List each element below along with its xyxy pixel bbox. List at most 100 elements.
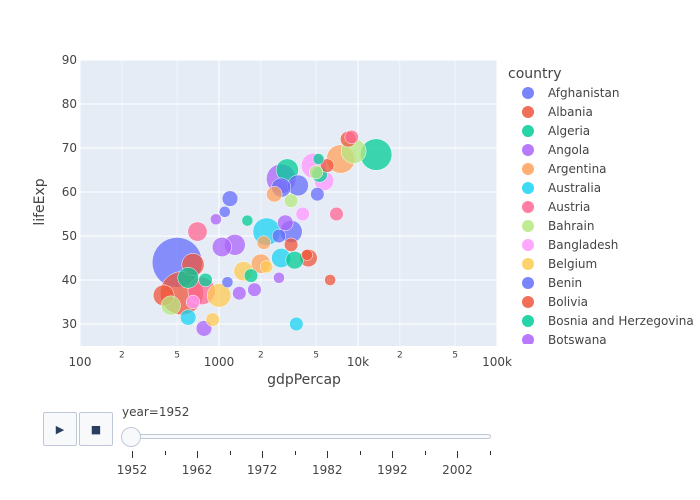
bubble [295, 206, 310, 222]
slider-major-tick [457, 451, 459, 458]
x-tick-label: 5 [174, 351, 180, 361]
legend-item-bangladesh: Bangladesh [548, 238, 618, 252]
slider-minor-tick [490, 451, 491, 455]
legend-item-albania: Albania [548, 105, 593, 119]
legend-item-bosnia-and-herzegovina: Bosnia and Herzegovina [548, 314, 694, 328]
slider-minor-tick [229, 451, 231, 455]
x-tick-label: 2 [258, 351, 264, 361]
slider-major-tick [262, 451, 264, 458]
y-tick-label: 70 [62, 141, 77, 155]
play-icon: ▶ [55, 422, 65, 436]
stop-icon: ■ [90, 422, 102, 436]
slider-tick-label: 1982 [311, 463, 343, 477]
x-tick-label: 10k [347, 355, 369, 369]
bubble [301, 249, 313, 261]
legend-marker-argentina [522, 163, 534, 175]
legend-item-angola: Angola [548, 143, 589, 157]
year-slider-handle[interactable] [121, 427, 141, 447]
y-tick-label: 50 [62, 229, 77, 243]
legend-marker-botswana [522, 334, 534, 344]
y-tick-label: 80 [62, 97, 77, 111]
slider-tick-label: 1962 [181, 463, 213, 477]
play-button[interactable]: ▶ [43, 412, 77, 446]
x-tick-label: 2 [397, 351, 403, 361]
legend-item-belgium: Belgium [548, 257, 597, 271]
slider-tick-label: 1992 [377, 463, 408, 477]
bubble [285, 251, 304, 270]
bubble [310, 187, 325, 202]
bubble [247, 282, 262, 297]
slider-current-value: year=1952 [122, 405, 190, 419]
x-tick-label: 5 [452, 351, 458, 361]
legend-item-afghanistan: Afghanistan [548, 86, 619, 100]
legend-marker-bolivia [522, 296, 534, 308]
slider-minor-tick [164, 451, 166, 455]
slider-minor-tick [294, 451, 296, 455]
bubble [312, 153, 325, 165]
bubble [210, 213, 222, 226]
bubble [260, 260, 274, 274]
legend-marker-angola [522, 144, 534, 156]
slider-minor-tick [359, 451, 361, 455]
y-axis-title: lifeExp [32, 178, 48, 225]
legend-item-australia: Australia [548, 181, 601, 195]
legend-title: country [508, 66, 562, 82]
bubble [289, 316, 304, 332]
legend-marker-bosnia-and-herzegovina [522, 315, 534, 327]
legend-marker-benin [522, 277, 534, 289]
year-slider-track[interactable] [122, 434, 491, 439]
y-tick-label: 30 [62, 317, 77, 331]
x-tick-label: 1000 [204, 355, 235, 369]
legend-marker-albania [522, 106, 534, 118]
legend-marker-austria [522, 201, 534, 213]
legend-marker-belgium [522, 258, 534, 270]
bubble [205, 312, 220, 327]
bubble [320, 158, 335, 173]
legend-item-argentina: Argentina [548, 162, 607, 176]
bubble [277, 214, 294, 231]
slider-tick-label: 1952 [116, 463, 148, 477]
bubble [241, 214, 254, 227]
bubble [218, 205, 231, 218]
bubble [309, 165, 324, 180]
x-tick-label: 2 [119, 351, 125, 361]
legend-item-bolivia: Bolivia [548, 295, 588, 309]
legend-item-austria: Austria [548, 200, 590, 214]
legend-marker-bahrain [522, 220, 534, 232]
bubble [177, 267, 199, 289]
x-axis-title: gdpPercap [267, 372, 341, 388]
bubble [221, 276, 234, 289]
legend-marker-algeria [522, 125, 534, 137]
slider-tick-label: 1972 [246, 463, 278, 477]
bubble [180, 309, 197, 326]
slider-minor-tick [424, 451, 426, 455]
legend-entries: Afghanistan Albania Algeria Angola Argentina… [522, 86, 694, 344]
slider-major-tick [197, 451, 199, 458]
bubble [198, 272, 213, 288]
bubble [185, 294, 201, 310]
legend-marker-bangladesh [522, 239, 534, 251]
bubble [160, 295, 181, 316]
x-tick-label: 100k [482, 355, 512, 369]
bubble [187, 221, 208, 242]
x-tick-label: 5 [313, 351, 319, 361]
bubble [221, 190, 239, 207]
x-axis-ticks: 100 2 5 1000 2 5 10k 2 5 100k [69, 351, 512, 369]
y-tick-label: 90 [62, 53, 77, 67]
bubble [212, 237, 232, 257]
bubble [273, 271, 285, 284]
bubble [206, 283, 232, 308]
bubbles [151, 129, 393, 337]
legend: Afghanistan Albania Algeria Angola Argentina… [522, 86, 694, 344]
bubble [256, 235, 271, 250]
slider-major-tick [327, 451, 329, 458]
stop-button[interactable]: ■ [79, 412, 113, 446]
legend-item-bahrain: Bahrain [548, 219, 594, 233]
bubble [283, 193, 299, 208]
y-tick-label: 60 [62, 185, 77, 199]
legend-item-benin: Benin [548, 276, 582, 290]
bubble [243, 268, 259, 283]
bubble [266, 186, 283, 203]
legend-marker-afghanistan [522, 87, 534, 99]
